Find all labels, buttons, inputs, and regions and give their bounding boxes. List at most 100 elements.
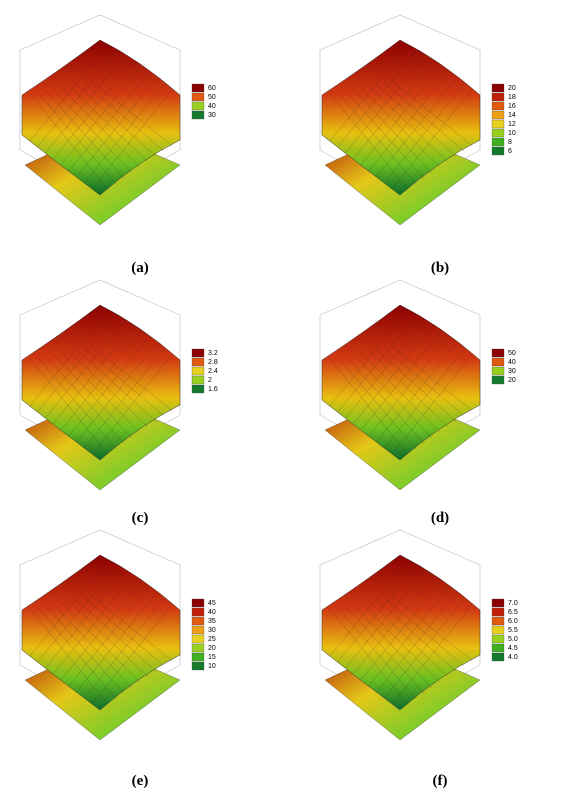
legend-label: 5.5 <box>508 627 518 634</box>
legend-label: 6 <box>508 148 512 155</box>
legend-swatch <box>191 607 205 617</box>
legend-label: 15 <box>208 654 216 661</box>
mesh-line <box>337 565 417 663</box>
mesh-line <box>60 352 141 433</box>
legend-label: 30 <box>208 627 216 634</box>
mesh-line <box>45 571 125 669</box>
mesh-line <box>29 560 109 657</box>
legend-swatch <box>191 375 205 385</box>
mesh-line <box>37 91 117 185</box>
mesh-line <box>337 91 417 185</box>
mesh-line <box>353 353 433 439</box>
mesh-line <box>353 61 433 160</box>
mesh-line <box>68 337 149 437</box>
mesh-line <box>329 358 409 455</box>
legend-label: 20 <box>508 85 516 92</box>
panel-label: (e) <box>132 773 149 789</box>
legend-label: 18 <box>508 94 516 101</box>
panel: 20 18 16 14 12 10 8 6 (b) <box>319 14 516 276</box>
mesh-line <box>368 350 449 428</box>
mesh-line <box>37 565 117 663</box>
legend-swatch <box>191 643 205 653</box>
mesh-line <box>29 45 109 142</box>
legend-label: 20 <box>208 645 216 652</box>
mesh-line <box>68 600 149 678</box>
mesh-line <box>53 61 133 160</box>
mesh-line <box>76 343 157 443</box>
legend-label: 2.4 <box>208 368 218 375</box>
mesh-line <box>76 84 157 157</box>
mesh-line <box>92 354 173 455</box>
mesh-line <box>53 603 133 689</box>
legend-label: 35 <box>208 618 216 625</box>
panel-label: (a) <box>131 260 149 276</box>
mesh-line <box>84 82 165 152</box>
legend-swatch <box>491 110 505 120</box>
legend-swatch <box>491 643 505 653</box>
panel-label: (f) <box>433 773 448 789</box>
panel: 50 40 30 20 (d) <box>319 279 516 526</box>
panel: 60 50 40 30 (a) <box>19 14 216 276</box>
legend-swatch <box>191 83 205 93</box>
mesh-line <box>84 598 165 699</box>
mesh-line <box>92 346 173 411</box>
legend-label: 12 <box>508 121 516 128</box>
mesh-line <box>360 87 441 168</box>
response-surface <box>21 554 181 711</box>
mesh-line <box>337 606 417 700</box>
legend-swatch <box>491 128 505 138</box>
mesh-line <box>353 603 433 689</box>
mesh-line <box>376 349 457 422</box>
legend-swatch <box>491 92 505 102</box>
mesh-line <box>45 605 125 694</box>
mesh-line <box>84 597 165 667</box>
legend-swatch <box>491 607 505 617</box>
mesh-line <box>392 354 473 455</box>
legend-swatch <box>191 110 205 120</box>
mesh-line <box>53 576 133 675</box>
legend-swatch <box>491 652 505 662</box>
mesh-line <box>53 326 133 425</box>
mesh-line <box>353 576 433 675</box>
mesh-line <box>76 599 157 672</box>
legend-label: 45 <box>208 600 216 607</box>
legend-swatch <box>491 634 505 644</box>
legend-label: 2 <box>208 377 212 384</box>
mesh-line <box>60 87 141 168</box>
mesh-line <box>329 93 409 190</box>
mesh-line <box>376 599 457 672</box>
mesh-line <box>329 310 409 407</box>
legend-swatch <box>191 92 205 102</box>
mesh-line <box>384 348 465 449</box>
mesh-line <box>384 347 465 417</box>
mesh-line <box>76 349 157 422</box>
mesh-line <box>37 315 117 413</box>
response-surface <box>321 554 481 711</box>
mesh-line <box>92 596 173 661</box>
mesh-line <box>345 355 425 444</box>
legend-swatch <box>491 137 505 147</box>
legend-swatch <box>491 598 505 608</box>
legend-label: 10 <box>208 663 216 670</box>
legend-swatch <box>191 348 205 358</box>
legend-label: 6.5 <box>508 609 518 616</box>
mesh-line <box>345 56 425 154</box>
mesh-line <box>68 350 149 428</box>
mesh-line <box>368 587 449 687</box>
mesh-line <box>84 83 165 184</box>
mesh-line <box>376 593 457 693</box>
mesh-line <box>376 84 457 157</box>
legend-label: 1.6 <box>208 386 218 393</box>
legend-label: 6.0 <box>508 618 518 625</box>
mesh-line <box>345 605 425 694</box>
mesh-line <box>92 89 173 190</box>
legend-label: 4.5 <box>508 645 518 652</box>
mesh-line <box>53 353 133 439</box>
mesh-line <box>368 85 449 163</box>
mesh-line <box>384 82 465 152</box>
mesh-line <box>68 587 149 687</box>
mesh-line <box>353 88 433 174</box>
legend-swatch <box>191 661 205 671</box>
mesh-line <box>92 81 173 146</box>
legend-label: 3.2 <box>208 350 218 357</box>
